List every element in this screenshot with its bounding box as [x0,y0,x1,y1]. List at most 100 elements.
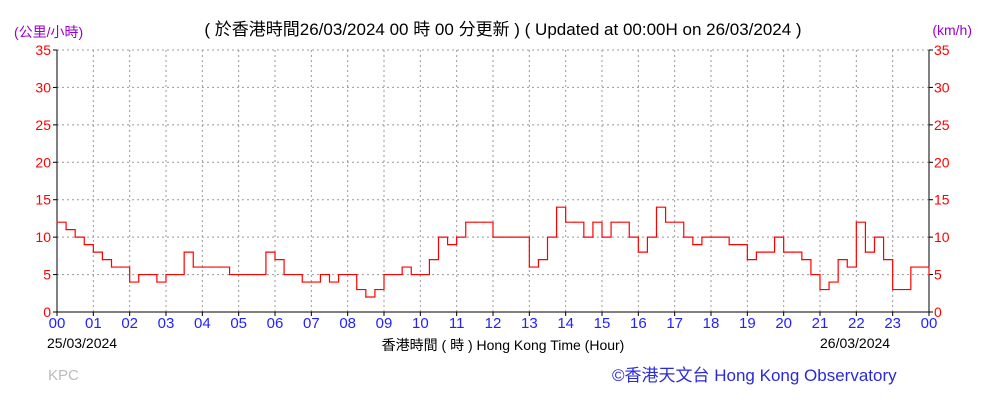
data-point [483,221,485,223]
y-axis-label-left: (公里/小時) [14,24,84,40]
data-point [310,281,312,283]
data-point [219,266,222,268]
y-tick-label-right: 35 [934,42,950,58]
x-tick-label: 15 [594,315,611,332]
y-tick-label-left: 25 [35,117,51,133]
data-point [256,273,258,276]
data-point [129,281,131,283]
start-date: 25/03/2024 [47,335,118,351]
data-point [892,288,894,291]
data-point [819,288,821,291]
y-axis-label-right: (km/h) [932,22,972,38]
y-tick-label-right: 15 [934,192,950,208]
data-point [401,266,403,268]
data-point [156,281,158,283]
data-point [328,281,331,283]
data-point [683,236,685,238]
data-point [674,221,676,223]
x-tick-label: 17 [666,315,683,332]
data-point [783,251,785,253]
x-tick-label: 13 [521,315,538,332]
data-point [555,206,558,208]
x-tick-label: 00 [49,315,66,332]
data-point [437,236,440,238]
y-tick-label-right: 5 [934,267,942,283]
y-tick-label-right: 20 [934,154,950,170]
data-point [65,229,67,231]
data-point [565,221,567,223]
x-tick-label: 19 [739,315,756,332]
data-point [692,244,694,246]
x-tick-label: 07 [303,315,320,332]
data-point [537,259,540,261]
y-tick-label-left: 5 [43,267,51,283]
data-point [801,259,803,261]
x-tick-label: 02 [121,315,138,332]
data-point [119,266,122,268]
y-tick-label-right: 0 [934,304,942,320]
y-tick-label-right: 10 [934,229,950,245]
data-point [928,273,930,276]
data-point [901,288,903,291]
y-tick-label-left: 15 [35,192,51,208]
data-point [147,273,149,276]
data-point [873,236,876,238]
x-tick-label: 04 [194,315,211,332]
data-point [864,251,867,253]
data-point [919,266,921,268]
y-tick-label-right: 25 [934,117,950,133]
data-point [456,236,458,238]
data-point [56,221,58,223]
x-tick-label: 12 [485,315,502,332]
data-point [710,236,712,238]
data-point [174,273,176,276]
data-point [428,259,431,261]
data-point [637,251,639,253]
data-point [574,221,576,223]
data-point [410,273,412,276]
x-tick-label: 16 [630,315,647,332]
data-point [392,273,394,276]
data-point [592,221,594,223]
x-tick-label: 18 [703,315,720,332]
data-point [810,273,812,276]
data-point [292,273,294,276]
data-point [719,236,721,238]
data-point [365,296,367,298]
data-point [519,236,521,238]
x-tick-label: 23 [884,315,901,332]
end-date: 26/03/2024 [820,335,891,351]
data-point [201,266,203,268]
y-tick-label-left: 20 [35,154,51,170]
data-point [882,259,885,261]
y-tick-label-left: 0 [43,304,51,320]
x-tick-label: 21 [812,315,829,332]
chart-title: ( 於香港時間26/03/2024 00 時 00 分更新 ) ( Update… [204,20,802,39]
data-point [583,236,585,238]
x-tick-label: 09 [376,315,393,332]
data-point [183,251,185,253]
credit-link[interactable]: ©香港天文台 Hong Kong Observatory [612,366,897,385]
data-point [92,251,94,253]
station-code: KPC [48,367,79,384]
data-point [728,244,730,246]
x-tick-label: 01 [85,315,102,332]
data-point [601,236,603,238]
data-point [265,251,267,253]
data-point [546,236,549,238]
data-point [737,244,739,246]
y-tick-label-left: 10 [35,229,51,245]
y-tick-label-right: 30 [934,79,950,95]
data-point [74,236,76,238]
data-point [792,251,794,253]
data-point [337,273,340,276]
data-point [510,236,512,238]
data-point [101,259,104,261]
data-point [528,266,530,268]
data-point [383,273,385,276]
data-point [501,236,503,238]
data-point [83,244,85,246]
data-point [274,259,276,261]
